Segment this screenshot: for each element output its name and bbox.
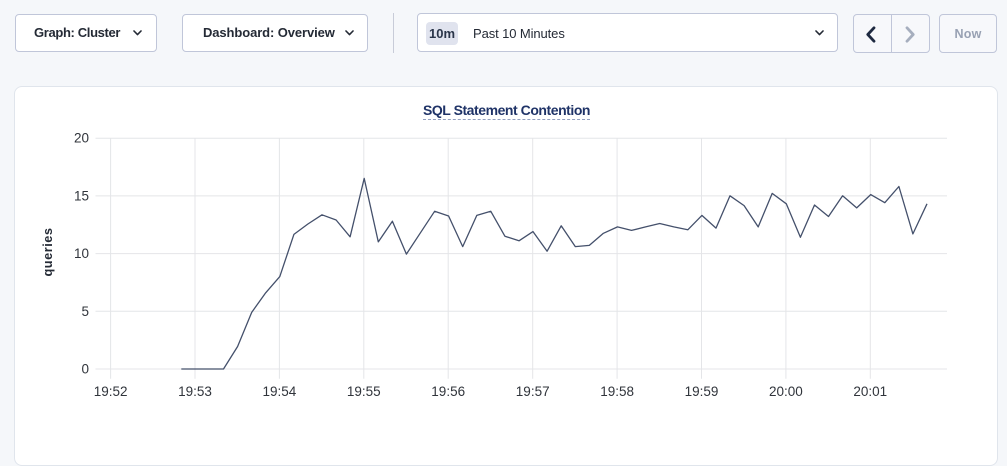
svg-text:19:57: 19:57 xyxy=(516,384,550,399)
svg-text:15: 15 xyxy=(74,188,89,203)
svg-text:19:54: 19:54 xyxy=(263,384,297,399)
svg-text:10: 10 xyxy=(74,246,89,261)
svg-text:19:53: 19:53 xyxy=(178,384,212,399)
svg-text:0: 0 xyxy=(81,362,89,377)
svg-text:19:58: 19:58 xyxy=(600,384,634,399)
svg-text:19:56: 19:56 xyxy=(431,384,465,399)
svg-text:20:01: 20:01 xyxy=(853,384,887,399)
svg-text:19:52: 19:52 xyxy=(94,384,128,399)
svg-text:queries: queries xyxy=(40,227,55,276)
svg-text:19:59: 19:59 xyxy=(685,384,719,399)
svg-text:5: 5 xyxy=(81,304,89,319)
svg-text:20: 20 xyxy=(74,131,89,146)
svg-text:19:55: 19:55 xyxy=(347,384,381,399)
svg-text:20:00: 20:00 xyxy=(769,384,803,399)
